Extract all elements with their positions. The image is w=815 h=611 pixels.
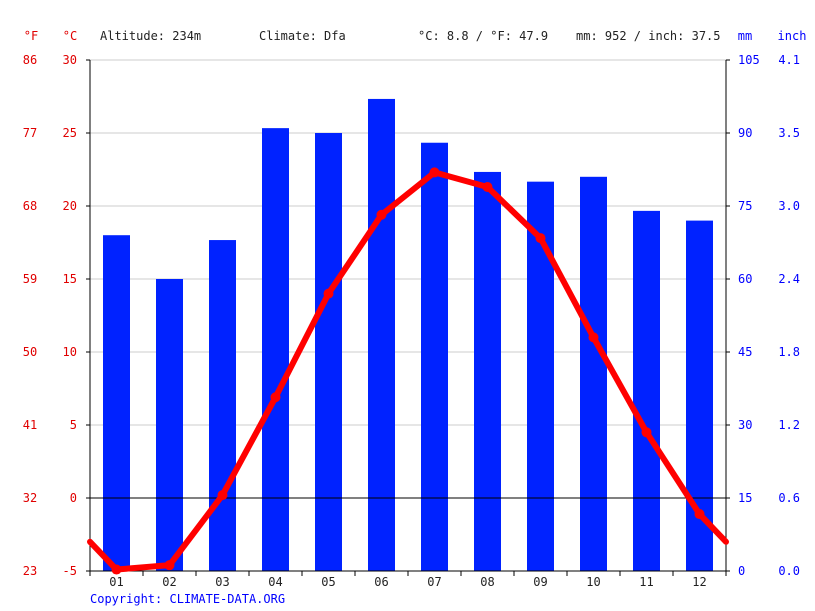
precipitation-bar-10	[580, 176, 607, 572]
month-label: 10	[586, 575, 600, 589]
month-label: 07	[427, 575, 441, 589]
fahrenheit-tick-label: 68	[23, 199, 37, 213]
temperature-point-09	[535, 233, 546, 244]
mm-tick-label: 15	[738, 491, 752, 505]
precipitation-bar-09	[527, 181, 554, 571]
celsius-tick-label: 0	[70, 491, 77, 505]
temperature-line-group	[87, 167, 729, 575]
mm-tick-label: 90	[738, 126, 752, 140]
inch-tick-label: 3.5	[778, 126, 800, 140]
temperature-point-02	[164, 560, 175, 571]
fahrenheit-tick-label: 77	[23, 126, 37, 140]
temperature-point-07	[429, 167, 440, 178]
fahrenheit-tick-label: 23	[23, 564, 37, 578]
inch-tick-label: 3.0	[778, 199, 800, 213]
inch-tick-label: 2.4	[778, 272, 800, 286]
mm-tick-label: 105	[738, 53, 760, 67]
temperature-point-04	[270, 392, 281, 403]
inch-tick-label: 0.6	[778, 491, 800, 505]
celsius-tick-label: 30	[63, 53, 77, 67]
temperature-line	[87, 169, 729, 573]
precipitation-bar-07	[421, 142, 448, 571]
mm-tick-label: 0	[738, 564, 745, 578]
celsius-tick-label: 25	[63, 126, 77, 140]
fahrenheit-tick-label: 32	[23, 491, 37, 505]
temperature-point-12	[694, 509, 705, 520]
temperature-point-03	[217, 490, 228, 501]
precipitation-bar-02	[156, 279, 183, 571]
temperature-point-01	[111, 564, 122, 575]
celsius-unit-label: °C	[63, 29, 77, 43]
inch-tick-label: 1.8	[778, 345, 800, 359]
altitude-label: Altitude: 234m	[100, 29, 201, 43]
fahrenheit-tick-label: 86	[23, 53, 37, 67]
fahrenheit-tick-label: 50	[23, 345, 37, 359]
precipitation-bar-01	[103, 235, 130, 571]
celsius-tick-label: 20	[63, 199, 77, 213]
temperature-point-10	[588, 332, 599, 343]
inch-unit-label: inch	[778, 29, 807, 43]
fahrenheit-tick-label: 41	[23, 418, 37, 432]
precipitation-bar-08	[474, 171, 501, 571]
fahrenheit-tick-label: 59	[23, 272, 37, 286]
month-label: 12	[692, 575, 706, 589]
fahrenheit-unit-label: °F	[24, 29, 38, 43]
month-label: 04	[268, 575, 282, 589]
inch-tick-label: 4.1	[778, 53, 800, 67]
precipitation-bar-11	[633, 210, 660, 571]
copyright-text[interactable]: Copyright: CLIMATE-DATA.ORG	[90, 592, 285, 606]
mm-tick-label: 45	[738, 345, 752, 359]
month-label: 06	[374, 575, 388, 589]
climate-label: Climate: Dfa	[259, 29, 346, 43]
mm-tick-label: 30	[738, 418, 752, 432]
mm-tick-label: 75	[738, 199, 752, 213]
temperature-point-11	[641, 427, 652, 438]
month-label: 01	[109, 575, 123, 589]
celsius-tick-label: 15	[63, 272, 77, 286]
month-label: 02	[162, 575, 176, 589]
precip-total-label: mm: 952 / inch: 37.5	[576, 29, 721, 43]
month-label: 05	[321, 575, 335, 589]
inch-tick-label: 0.0	[778, 564, 800, 578]
precipitation-bar-04	[262, 128, 289, 571]
precipitation-bars	[103, 98, 713, 572]
axes	[86, 59, 730, 576]
inch-tick-label: 1.2	[778, 418, 800, 432]
mm-unit-label: mm	[738, 29, 752, 43]
temperature-point-05	[323, 288, 334, 299]
precipitation-bar-05	[315, 133, 342, 571]
tick-labels: 86 30 105 4.177 25 90 3.568 20 75 3.059 15 60 2.450 1…	[23, 53, 800, 589]
celsius-tick-label: -5	[63, 564, 77, 578]
month-label: 09	[533, 575, 547, 589]
month-label: 08	[480, 575, 494, 589]
precipitation-bar-03	[209, 240, 236, 572]
temp-average-label: °C: 8.8 / °F: 47.9	[418, 29, 548, 43]
temperature-point-08	[482, 182, 493, 193]
month-label: 11	[639, 575, 653, 589]
celsius-tick-label: 5	[70, 418, 77, 432]
celsius-tick-label: 10	[63, 345, 77, 359]
mm-tick-label: 60	[738, 272, 752, 286]
month-label: 03	[215, 575, 229, 589]
temperature-point-06	[376, 209, 387, 220]
grid	[90, 59, 726, 426]
precipitation-bar-06	[368, 98, 395, 571]
